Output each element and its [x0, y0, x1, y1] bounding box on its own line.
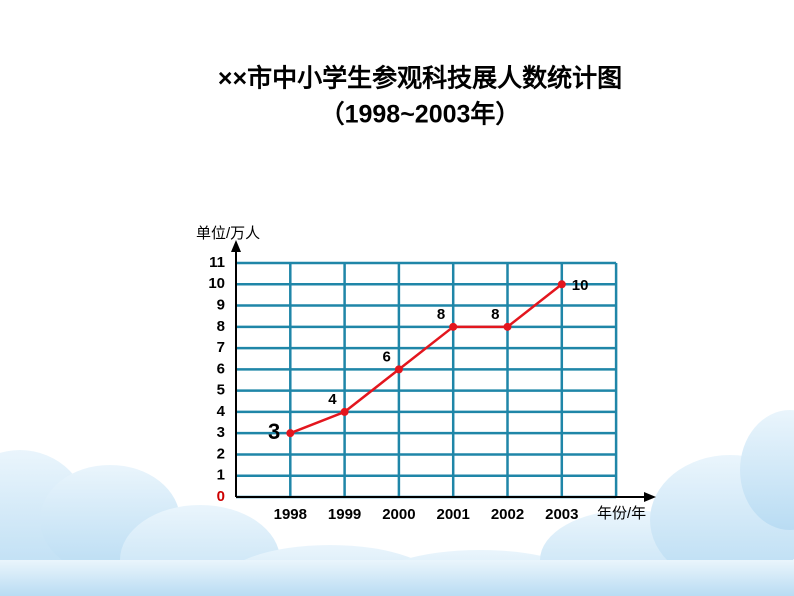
data-point [286, 429, 295, 438]
data-label: 3 [268, 419, 280, 444]
data-label: 6 [383, 348, 391, 365]
x-tick-label: 2002 [491, 506, 524, 523]
x-tick-label: 1999 [328, 506, 361, 523]
data-label: 8 [437, 306, 445, 323]
x-tick-label: 2000 [382, 506, 415, 523]
x-tick-label: 1998 [274, 506, 307, 523]
y-axis-label: 单位/万人 [196, 225, 260, 242]
y-tick-label: 4 [217, 403, 226, 420]
y-tick-label: 10 [208, 275, 225, 292]
y-tick-label: 1 [217, 467, 225, 484]
y-tick-label: 11 [209, 254, 225, 271]
cloud-decoration [0, 410, 794, 596]
y-tick-label: 5 [217, 382, 225, 399]
y-tick-label: 2 [217, 445, 225, 462]
y-tick-label: 7 [217, 339, 225, 356]
data-point [394, 365, 403, 374]
x-axis-arrow [644, 492, 656, 502]
y-tick-label: 3 [217, 424, 225, 441]
x-axis-label: 年份/年 [597, 505, 646, 522]
x-tick-label: 2001 [437, 506, 470, 523]
y-tick-label: 9 [217, 297, 225, 314]
data-label: 10 [572, 277, 589, 294]
data-point [557, 280, 566, 289]
y-axis-arrow [231, 240, 241, 252]
chart-subtitle: （1998~2003年） [320, 100, 521, 129]
data-line [289, 283, 563, 435]
x-tick-label: 2003 [545, 506, 578, 523]
data-label: 4 [328, 391, 337, 408]
data-point [449, 322, 458, 331]
data-point [503, 322, 512, 331]
data-label: 8 [491, 306, 499, 323]
y-tick-label: 8 [217, 318, 225, 335]
y-tick-label: 6 [217, 360, 225, 377]
data-point [340, 407, 349, 416]
y-tick-label: 0 [217, 488, 225, 505]
chart-title: ××市中小学生参观科技展人数统计图 [218, 64, 622, 93]
